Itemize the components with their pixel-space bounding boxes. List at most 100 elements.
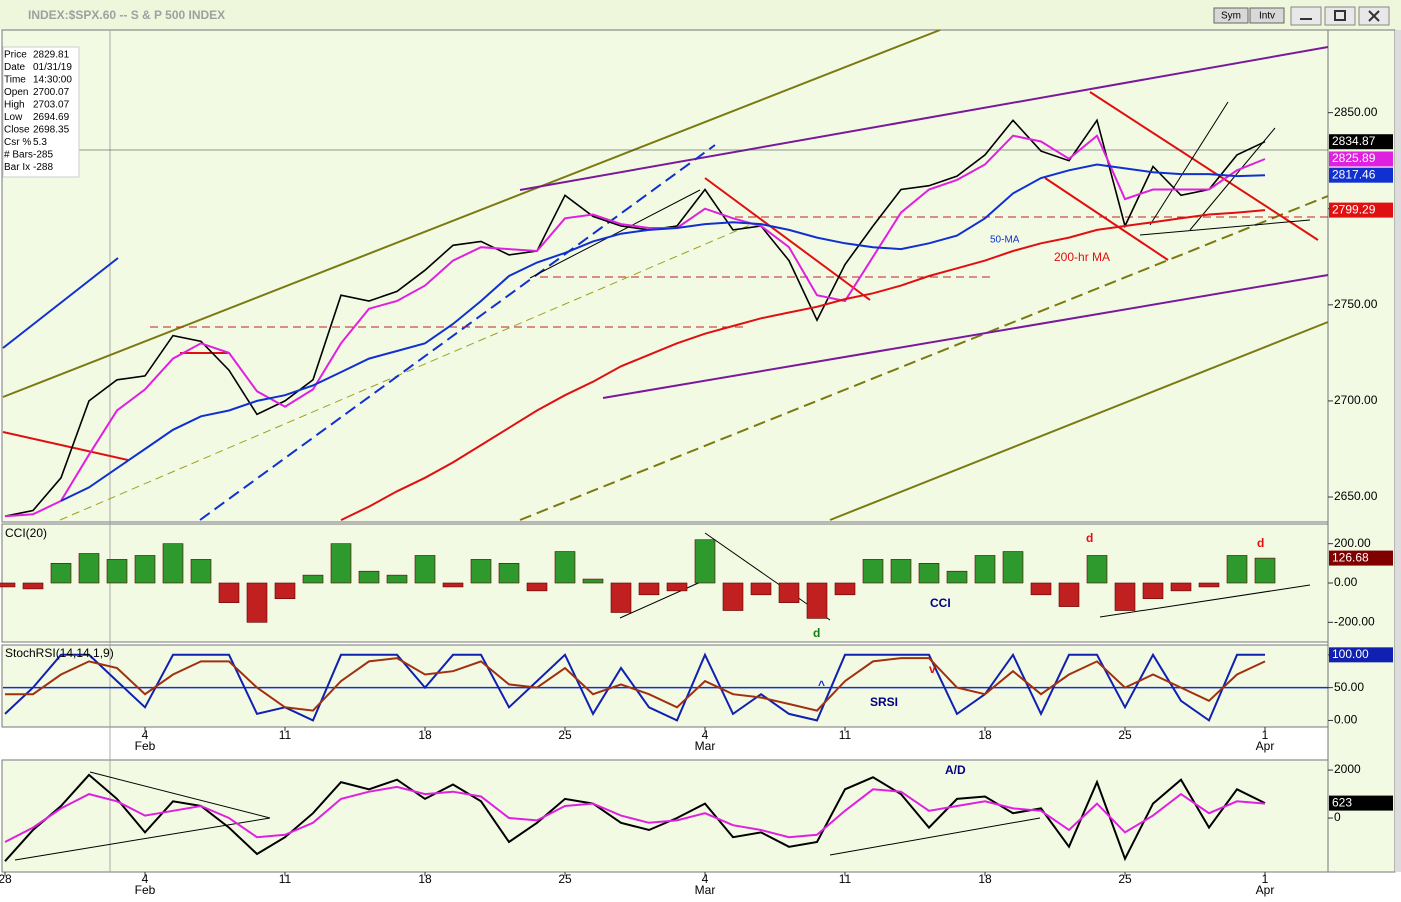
info-value: 2703.07 bbox=[33, 100, 70, 111]
value-box-label: 2825.89 bbox=[1332, 151, 1376, 165]
trendline bbox=[2, 431, 129, 461]
series-line bbox=[4, 785, 1266, 843]
bar bbox=[50, 563, 72, 584]
bar bbox=[218, 582, 240, 603]
y-tick-label: 50.00 bbox=[1334, 680, 1364, 694]
series-line bbox=[5, 657, 1266, 712]
trendlines bbox=[2, 29, 1329, 861]
x-tick-label: 4 bbox=[702, 872, 709, 886]
x-tick-label: 11 bbox=[839, 872, 852, 886]
x-month-label: Apr bbox=[1256, 883, 1275, 897]
trendline bbox=[1149, 101, 1229, 226]
info-value: -285 bbox=[33, 150, 53, 161]
bar bbox=[694, 539, 716, 584]
annotation: d bbox=[813, 626, 820, 640]
annotation: ^ bbox=[818, 678, 825, 692]
bar bbox=[498, 563, 520, 584]
bar bbox=[414, 555, 436, 584]
info-value: 01/31/19 bbox=[33, 62, 72, 73]
value-box-label: 623 bbox=[1332, 795, 1352, 809]
value-box-label: 100.00 bbox=[1332, 647, 1369, 661]
bar bbox=[1058, 582, 1080, 607]
x-tick-label: 25 bbox=[558, 728, 572, 742]
ad-panel bbox=[1, 759, 1329, 873]
bar bbox=[1226, 555, 1248, 584]
trendline bbox=[829, 321, 1329, 521]
annotation: 200-hr MA bbox=[1054, 250, 1110, 264]
info-box bbox=[2, 46, 80, 178]
info-value: 2700.07 bbox=[33, 87, 70, 98]
intv-button[interactable] bbox=[1249, 7, 1285, 24]
trendline bbox=[2, 29, 941, 398]
y-tick-label: 2650.00 bbox=[1334, 489, 1378, 503]
bar bbox=[190, 559, 212, 584]
bar bbox=[0, 582, 16, 588]
info-value: -288 bbox=[33, 162, 53, 173]
bar bbox=[582, 578, 604, 584]
info-label: # Bars bbox=[4, 150, 33, 161]
bar bbox=[722, 582, 744, 611]
bar bbox=[274, 582, 296, 600]
trendline bbox=[602, 274, 1329, 399]
value-box-label: 126.68 bbox=[1332, 550, 1369, 564]
y-tick-label: 0 bbox=[1334, 810, 1341, 824]
series-line bbox=[4, 773, 1266, 862]
info-label: Low bbox=[4, 112, 23, 123]
bar bbox=[1170, 582, 1192, 592]
trendline bbox=[704, 177, 871, 301]
value-box bbox=[1329, 202, 1393, 218]
bar bbox=[134, 555, 156, 584]
y-tick-label: 200.00 bbox=[1334, 536, 1371, 550]
minimize-button[interactable] bbox=[1290, 6, 1322, 26]
srsi-panel bbox=[1, 644, 1329, 728]
scrollbar[interactable] bbox=[1395, 30, 1401, 872]
info-label: Date bbox=[4, 62, 26, 73]
bar bbox=[834, 582, 856, 596]
trendline bbox=[519, 195, 1329, 521]
x-tick-label: 18 bbox=[418, 728, 432, 742]
info-label: Time bbox=[4, 75, 26, 86]
value-box-label: 2834.87 bbox=[1332, 134, 1376, 148]
trendline bbox=[1189, 127, 1276, 231]
title-bar bbox=[0, 0, 1401, 30]
trendline bbox=[519, 46, 1329, 191]
bar bbox=[666, 582, 688, 592]
bar bbox=[974, 555, 996, 584]
intv-label[interactable]: Intv bbox=[1259, 11, 1275, 22]
info-value: 2694.69 bbox=[33, 112, 70, 123]
bar bbox=[806, 582, 828, 619]
bar bbox=[1002, 551, 1024, 584]
series-line bbox=[340, 209, 1266, 522]
bar bbox=[386, 574, 408, 584]
series-line bbox=[4, 118, 1266, 517]
y-tick-label: 0.00 bbox=[1334, 713, 1358, 727]
x-tick-label: 25 bbox=[1118, 872, 1132, 886]
value-box bbox=[1329, 647, 1393, 663]
bar bbox=[526, 582, 548, 592]
x-tick-label: 25 bbox=[558, 872, 572, 886]
sym-label[interactable]: Sym bbox=[1221, 11, 1241, 22]
x-tick-label: 18 bbox=[418, 872, 432, 886]
x-tick-label: 4 bbox=[142, 872, 149, 886]
annotation: v bbox=[929, 662, 936, 676]
sym-button[interactable] bbox=[1213, 7, 1249, 24]
y-tick-label: -200.00 bbox=[1334, 615, 1375, 629]
info-label: Bar Ix bbox=[4, 162, 30, 173]
trendline bbox=[1139, 219, 1311, 236]
bar bbox=[358, 570, 380, 584]
series-line bbox=[60, 163, 1266, 502]
trendline bbox=[199, 144, 716, 521]
x-tick-label: 4 bbox=[702, 728, 709, 742]
info-value: 2829.81 bbox=[33, 50, 70, 61]
annotation: d bbox=[1257, 536, 1264, 550]
x-month-label: Mar bbox=[695, 883, 716, 897]
info-value: 2698.35 bbox=[33, 125, 70, 136]
bar bbox=[162, 543, 184, 584]
info-label: High bbox=[4, 100, 25, 111]
trendline bbox=[529, 189, 701, 279]
annotation: SRSI bbox=[870, 695, 898, 709]
annotation: CCI bbox=[930, 596, 951, 610]
value-box bbox=[1329, 134, 1393, 150]
y-tick-label: 0.00 bbox=[1334, 575, 1358, 589]
maximize-button[interactable] bbox=[1324, 6, 1356, 26]
